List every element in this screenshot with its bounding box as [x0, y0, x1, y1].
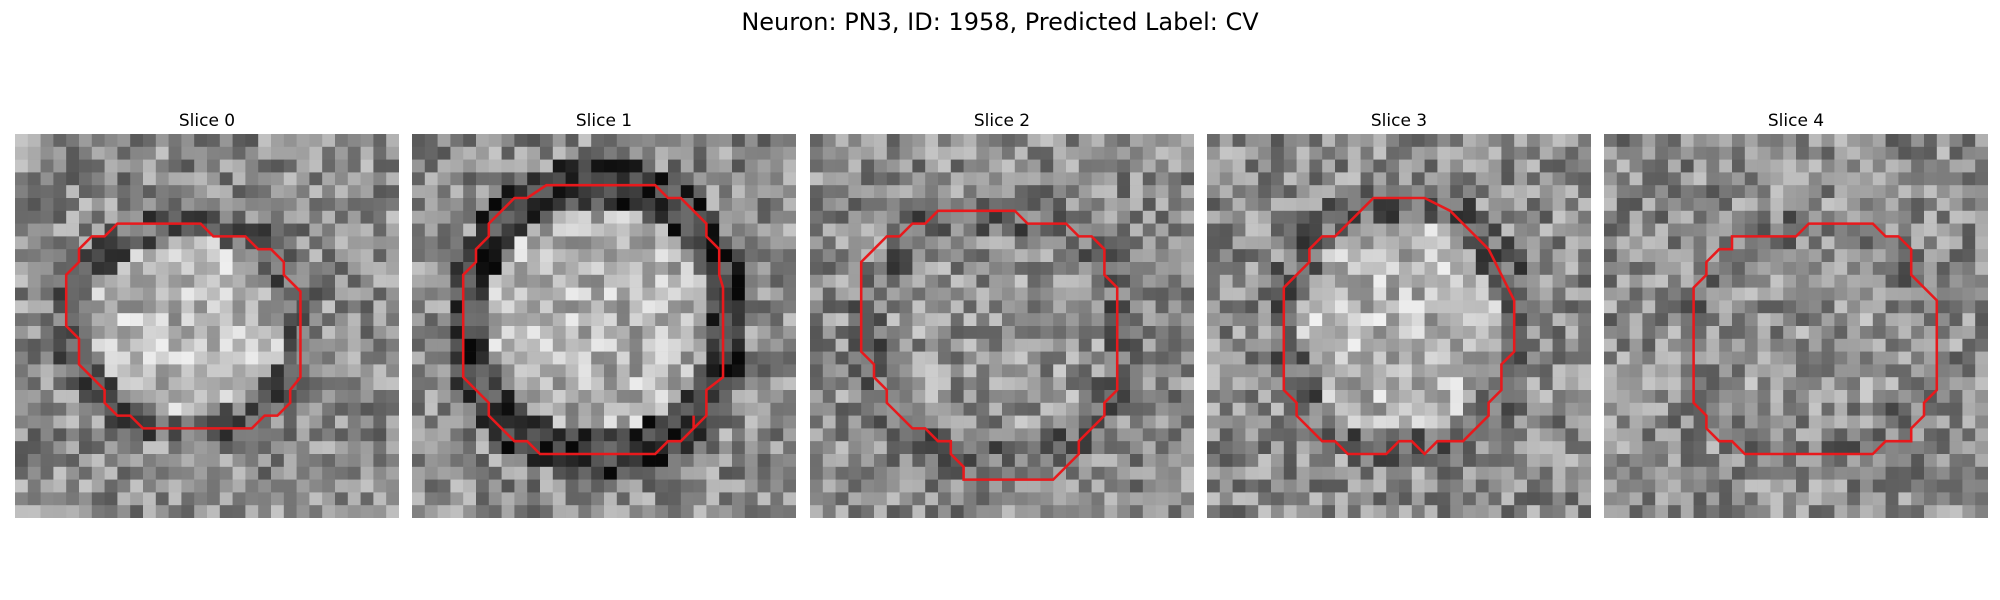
slice-image-3: [1207, 134, 1591, 518]
grayscale-pixels-4: [1604, 134, 1988, 518]
grayscale-pixels-2: [810, 134, 1194, 518]
roi-outline-0: [64, 222, 302, 430]
slice-panel-4: Slice 4: [1604, 108, 1988, 518]
slice-title-2: Slice 2: [973, 111, 1031, 131]
roi-outline-2: [859, 209, 1119, 481]
figure-title: Neuron: PN3, ID: 1958, Predicted Label: …: [741, 8, 1259, 36]
slice-image-1: [412, 134, 796, 518]
slice-title-0: Slice 0: [178, 111, 236, 131]
slice-image-2: [810, 134, 1194, 518]
slice-title-1: Slice 1: [575, 111, 633, 131]
slice-title-4: Slice 4: [1767, 111, 1825, 131]
slice-panel-2: Slice 2: [810, 108, 1194, 518]
slice-image-0: [15, 134, 399, 518]
grayscale-pixels-1: [412, 134, 796, 518]
slice-image-4: [1604, 134, 1988, 518]
grayscale-pixels-0: [15, 134, 399, 518]
grayscale-pixels-3: [1207, 134, 1591, 518]
slice-panel-1: Slice 1: [412, 108, 796, 518]
roi-outline-3: [1282, 196, 1516, 456]
slice-panel-0: Slice 0: [15, 108, 399, 518]
roi-outline-4: [1692, 222, 1939, 456]
slice-panel-3: Slice 3: [1207, 108, 1591, 518]
slice-title-3: Slice 3: [1370, 111, 1428, 131]
roi-outline-1: [461, 183, 725, 456]
